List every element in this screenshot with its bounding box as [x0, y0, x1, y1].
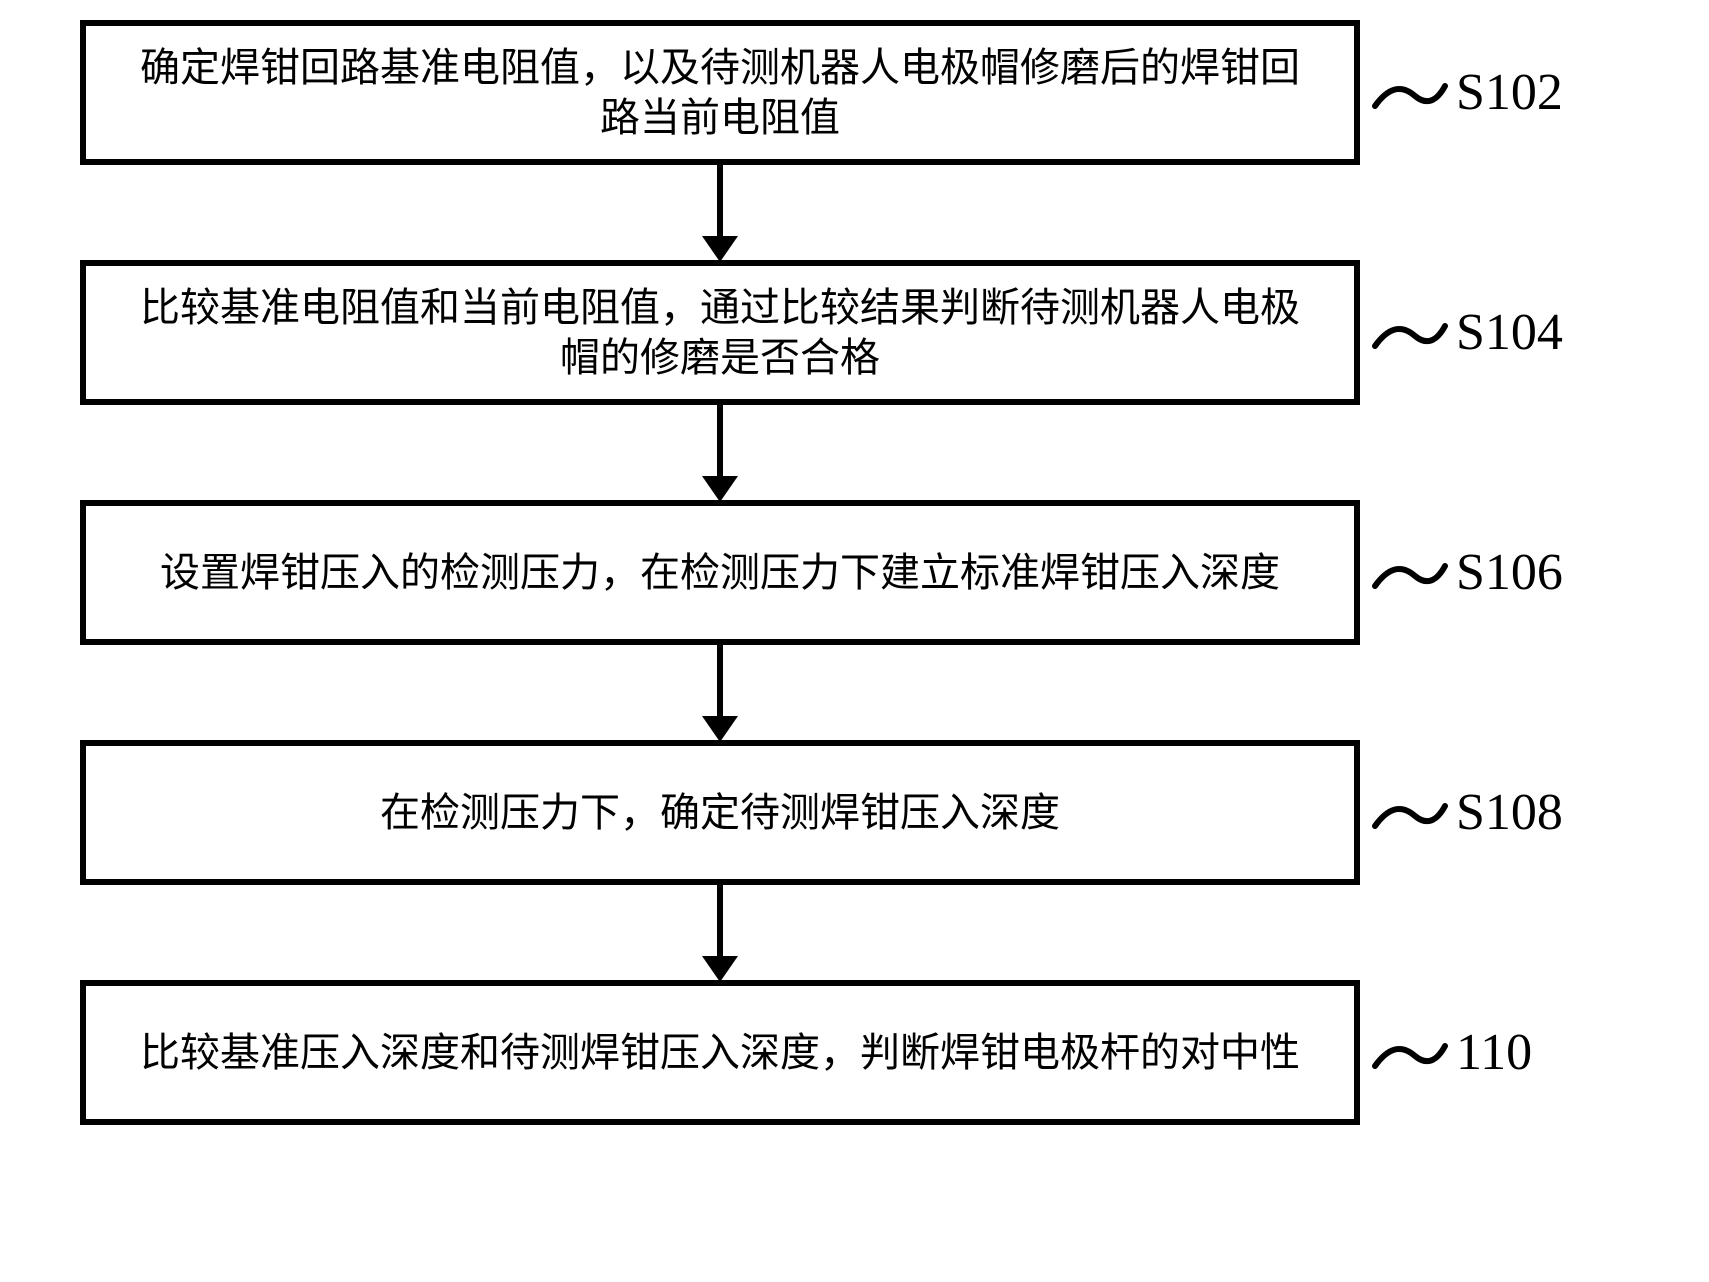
step-label: S108 [1456, 783, 1563, 842]
step-connector: S104 [1370, 303, 1563, 362]
arrow-line [717, 645, 723, 718]
arrow-line [717, 165, 723, 238]
arrow-head [702, 236, 738, 262]
arrow-wrap [80, 405, 1360, 500]
step-connector: 110 [1370, 1023, 1532, 1082]
tilde-icon [1370, 548, 1450, 598]
step-box-s108: 在检测压力下，确定待测焊钳压入深度 [80, 740, 1360, 885]
step-label: 110 [1456, 1023, 1532, 1082]
step-connector: S106 [1370, 543, 1563, 602]
arrow-head [702, 476, 738, 502]
arrow-down-icon [702, 645, 738, 740]
step-connector: S108 [1370, 783, 1563, 842]
step-box-s106: 设置焊钳压入的检测压力，在检测压力下建立标准焊钳压入深度 [80, 500, 1360, 645]
arrow-down-icon [702, 405, 738, 500]
tilde-icon [1370, 308, 1450, 358]
step-box-s104: 比较基准电阻值和当前电阻值，通过比较结果判断待测机器人电极 帽的修磨是否合格 [80, 260, 1360, 405]
arrow-head [702, 956, 738, 982]
arrow-down-icon [702, 165, 738, 260]
arrow-wrap [80, 645, 1360, 740]
step-connector: S102 [1370, 63, 1563, 122]
step-label: S106 [1456, 543, 1563, 602]
tilde-icon [1370, 68, 1450, 118]
arrow-wrap [80, 885, 1360, 980]
arrow-wrap [80, 165, 1360, 260]
tilde-icon [1370, 1028, 1450, 1078]
flowchart-container: 确定焊钳回路基准电阻值，以及待测机器人电极帽修磨后的焊钳回 路当前电阻值 S10… [0, 0, 1709, 1282]
step-box-s102: 确定焊钳回路基准电阻值，以及待测机器人电极帽修磨后的焊钳回 路当前电阻值 [80, 20, 1360, 165]
tilde-icon [1370, 788, 1450, 838]
step-label: S104 [1456, 303, 1563, 362]
arrow-head [702, 716, 738, 742]
step-box-110: 比较基准压入深度和待测焊钳压入深度，判断焊钳电极杆的对中性 [80, 980, 1360, 1125]
step-label: S102 [1456, 63, 1563, 122]
arrow-line [717, 885, 723, 958]
arrow-down-icon [702, 885, 738, 980]
flow-row: 比较基准压入深度和待测焊钳压入深度，判断焊钳电极杆的对中性 110 [80, 980, 1709, 1125]
arrow-line [717, 405, 723, 478]
flow-row: 在检测压力下，确定待测焊钳压入深度 S108 [80, 740, 1709, 885]
flow-row: 确定焊钳回路基准电阻值，以及待测机器人电极帽修磨后的焊钳回 路当前电阻值 S10… [80, 20, 1709, 165]
flow-row: 比较基准电阻值和当前电阻值，通过比较结果判断待测机器人电极 帽的修磨是否合格 S… [80, 260, 1709, 405]
flow-row: 设置焊钳压入的检测压力，在检测压力下建立标准焊钳压入深度 S106 [80, 500, 1709, 645]
